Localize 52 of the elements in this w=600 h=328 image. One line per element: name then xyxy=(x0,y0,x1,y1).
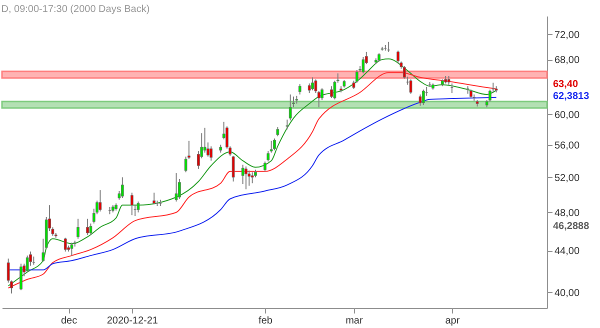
candlestick xyxy=(136,201,140,213)
text: 62,3813 xyxy=(553,91,590,102)
candlestick xyxy=(298,84,302,95)
y-tick-label: 52,00 xyxy=(554,172,580,184)
candlestick xyxy=(422,89,425,106)
candlestick xyxy=(396,50,400,64)
candlestick xyxy=(20,263,22,291)
candlestick xyxy=(288,94,292,121)
candlestick xyxy=(387,41,390,52)
candlestick xyxy=(276,126,280,137)
candlestick xyxy=(152,192,156,205)
candlestick xyxy=(244,166,248,190)
candlestick xyxy=(273,138,276,151)
candlestick xyxy=(266,150,270,162)
x-tick-label: mar xyxy=(346,316,364,326)
candlestick xyxy=(70,242,74,256)
y-tick-label: 68,00 xyxy=(554,55,580,66)
y-tick-label: 72,00 xyxy=(554,30,580,41)
candlestick xyxy=(450,82,454,94)
candlestick xyxy=(418,94,422,106)
chart-title: D, 09:00-17:30 (2000 Days Back) xyxy=(1,4,150,15)
candlestick xyxy=(311,76,314,91)
candlestick xyxy=(130,192,134,216)
candlestick xyxy=(409,78,412,94)
candlestick xyxy=(98,190,102,212)
candlestick xyxy=(248,170,251,186)
y-tick-label: 60,00 xyxy=(554,110,580,121)
candlestick xyxy=(241,164,244,185)
candlestick xyxy=(89,222,92,236)
candlestick xyxy=(203,127,206,154)
candlestick xyxy=(76,218,80,240)
x-tick-label: apr xyxy=(445,316,460,326)
candlestick xyxy=(86,218,89,236)
candlestick xyxy=(26,255,29,273)
candlestick xyxy=(264,161,266,172)
text: 46,2888 xyxy=(553,221,590,232)
text: 63,40 xyxy=(553,79,578,90)
y-tick-label: 48,00 xyxy=(554,208,580,219)
x-tick-label: 2020-12-21 xyxy=(106,316,158,326)
candlestick xyxy=(330,86,333,98)
y-tick-label: 40,00 xyxy=(554,288,580,299)
candlestick xyxy=(210,146,213,162)
candlestick xyxy=(174,172,178,202)
candlestick xyxy=(184,156,188,173)
y-tick-label: 44,00 xyxy=(554,246,580,258)
x-tick-label: dec xyxy=(60,316,78,326)
x-tick-label: feb xyxy=(258,316,273,326)
candlestick xyxy=(120,176,124,198)
candlestick xyxy=(250,172,254,184)
candlestick xyxy=(232,155,235,182)
candlestick xyxy=(64,237,67,252)
y-tick-label: 56,00 xyxy=(554,140,580,152)
